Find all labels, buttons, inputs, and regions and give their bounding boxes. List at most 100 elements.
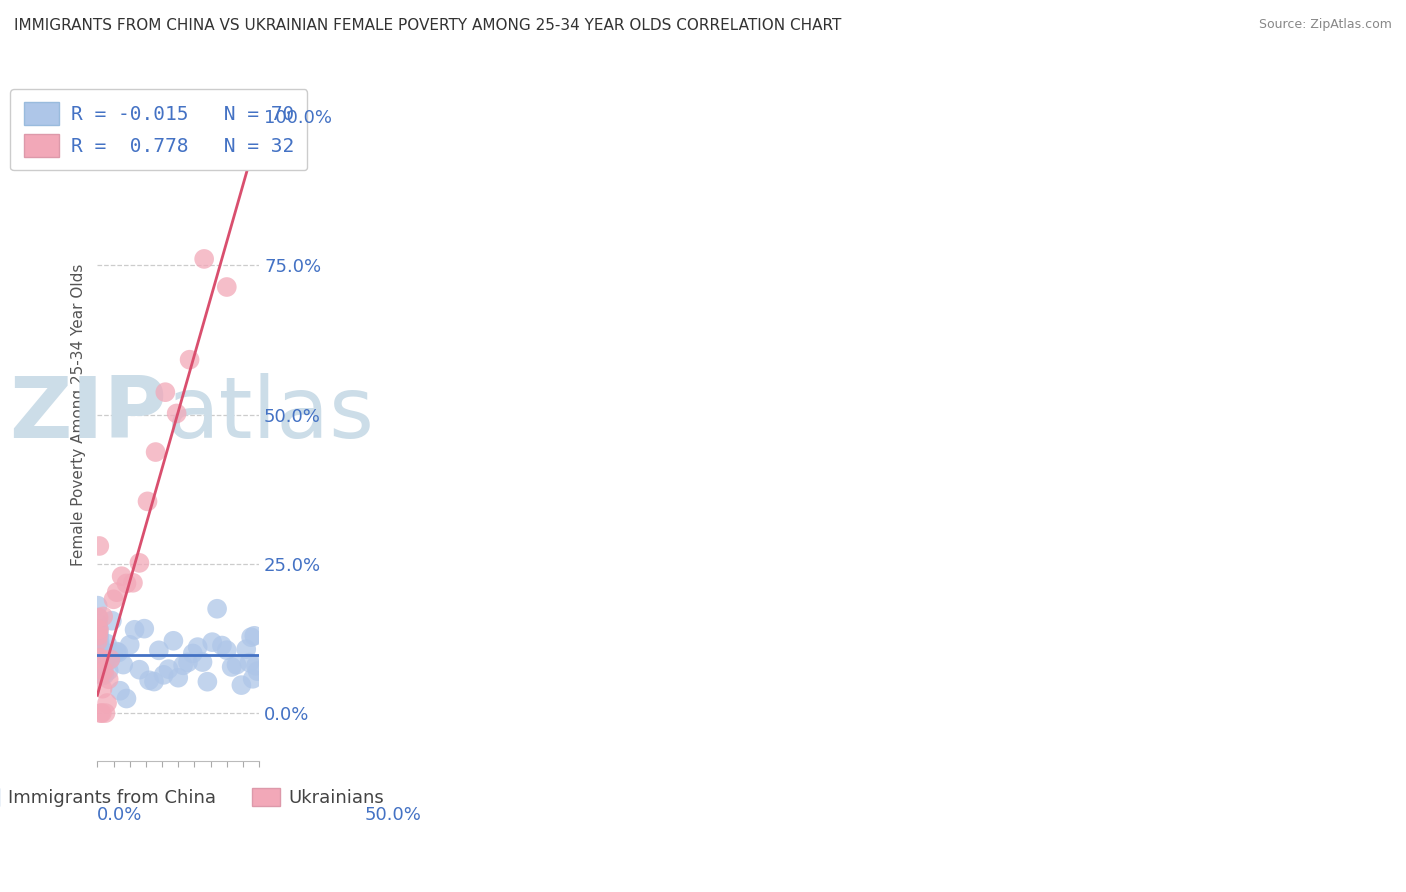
Point [167, 671, 190, 685]
Point [172, 658, 194, 673]
Point [152, 668, 174, 682]
Point [97, 664, 120, 678]
Point [90, 652, 112, 666]
Point [128, 556, 150, 570]
Point [87, 623, 110, 637]
Point [90, 706, 112, 720]
Point [105, 585, 128, 599]
Point [205, 601, 228, 615]
Text: IMMIGRANTS FROM CHINA VS UKRAINIAN FEMALE POVERTY AMONG 25-34 YEAR OLDS CORRELAT: IMMIGRANTS FROM CHINA VS UKRAINIAN FEMAL… [14, 18, 841, 33]
Point [91, 681, 114, 696]
Point [89, 650, 111, 665]
Point [96, 637, 118, 651]
Point [90, 666, 112, 681]
Point [157, 662, 180, 676]
Point [166, 407, 188, 421]
Point [115, 691, 138, 706]
Point [93, 664, 115, 678]
Point [87, 623, 110, 637]
Point [191, 655, 214, 669]
Point [89, 658, 111, 673]
Point [231, 678, 253, 692]
Point [91, 660, 114, 674]
Point [98, 652, 121, 666]
Point [112, 657, 135, 672]
Point [115, 576, 138, 591]
Point [235, 642, 257, 657]
Point [111, 569, 134, 583]
Point [87, 623, 110, 637]
Point [215, 643, 238, 657]
Y-axis label: Female Poverty Among 25-34 Year Olds: Female Poverty Among 25-34 Year Olds [72, 263, 86, 566]
Point [211, 639, 233, 653]
Legend: Immigrants from China, Ukrainians: Immigrants from China, Ukrainians [0, 780, 391, 814]
Point [94, 706, 117, 720]
Point [89, 628, 111, 642]
Point [87, 628, 110, 642]
Point [89, 651, 111, 665]
Point [128, 663, 150, 677]
Point [91, 668, 114, 682]
Point [87, 640, 110, 655]
Point [87, 647, 110, 661]
Point [245, 109, 267, 123]
Point [118, 638, 141, 652]
Point [94, 654, 117, 668]
Point [103, 592, 125, 607]
Point [225, 657, 247, 672]
Point [90, 648, 112, 663]
Point [90, 667, 112, 681]
Point [240, 630, 263, 644]
Point [155, 385, 177, 400]
Point [103, 646, 125, 660]
Point [90, 658, 112, 673]
Point [93, 668, 115, 682]
Point [124, 623, 146, 637]
Point [87, 628, 110, 642]
Point [179, 352, 201, 367]
Point [97, 672, 120, 686]
Point [177, 656, 200, 670]
Point [93, 661, 115, 675]
Point [197, 674, 219, 689]
Text: 0.0%: 0.0% [97, 805, 143, 824]
Point [90, 658, 112, 673]
Point [90, 706, 112, 720]
Point [86, 634, 108, 648]
Text: atlas: atlas [167, 373, 375, 456]
Point [87, 610, 110, 624]
Text: ZIP: ZIP [10, 373, 167, 456]
Point [107, 645, 129, 659]
Point [96, 696, 118, 710]
Point [238, 656, 260, 670]
Point [181, 647, 204, 661]
Point [145, 445, 167, 459]
Point [143, 674, 166, 689]
Point [86, 599, 108, 613]
Point [193, 252, 215, 266]
Point [215, 280, 238, 294]
Point [96, 651, 118, 665]
Point [245, 658, 267, 673]
Point [87, 616, 110, 631]
Point [89, 647, 111, 661]
Point [136, 494, 159, 508]
Text: 50.0%: 50.0% [364, 805, 420, 824]
Point [89, 634, 111, 648]
Point [134, 622, 156, 636]
Text: Source: ZipAtlas.com: Source: ZipAtlas.com [1258, 18, 1392, 31]
Point [87, 610, 110, 624]
Point [98, 652, 121, 666]
Point [187, 640, 209, 654]
Point [90, 640, 112, 655]
Point [89, 652, 111, 666]
Point [89, 640, 111, 655]
Point [243, 629, 266, 643]
Point [87, 634, 110, 648]
Point [105, 644, 128, 658]
Point [89, 652, 111, 666]
Point [148, 643, 170, 657]
Point [221, 660, 243, 674]
Point [101, 614, 124, 628]
Point [87, 623, 110, 637]
